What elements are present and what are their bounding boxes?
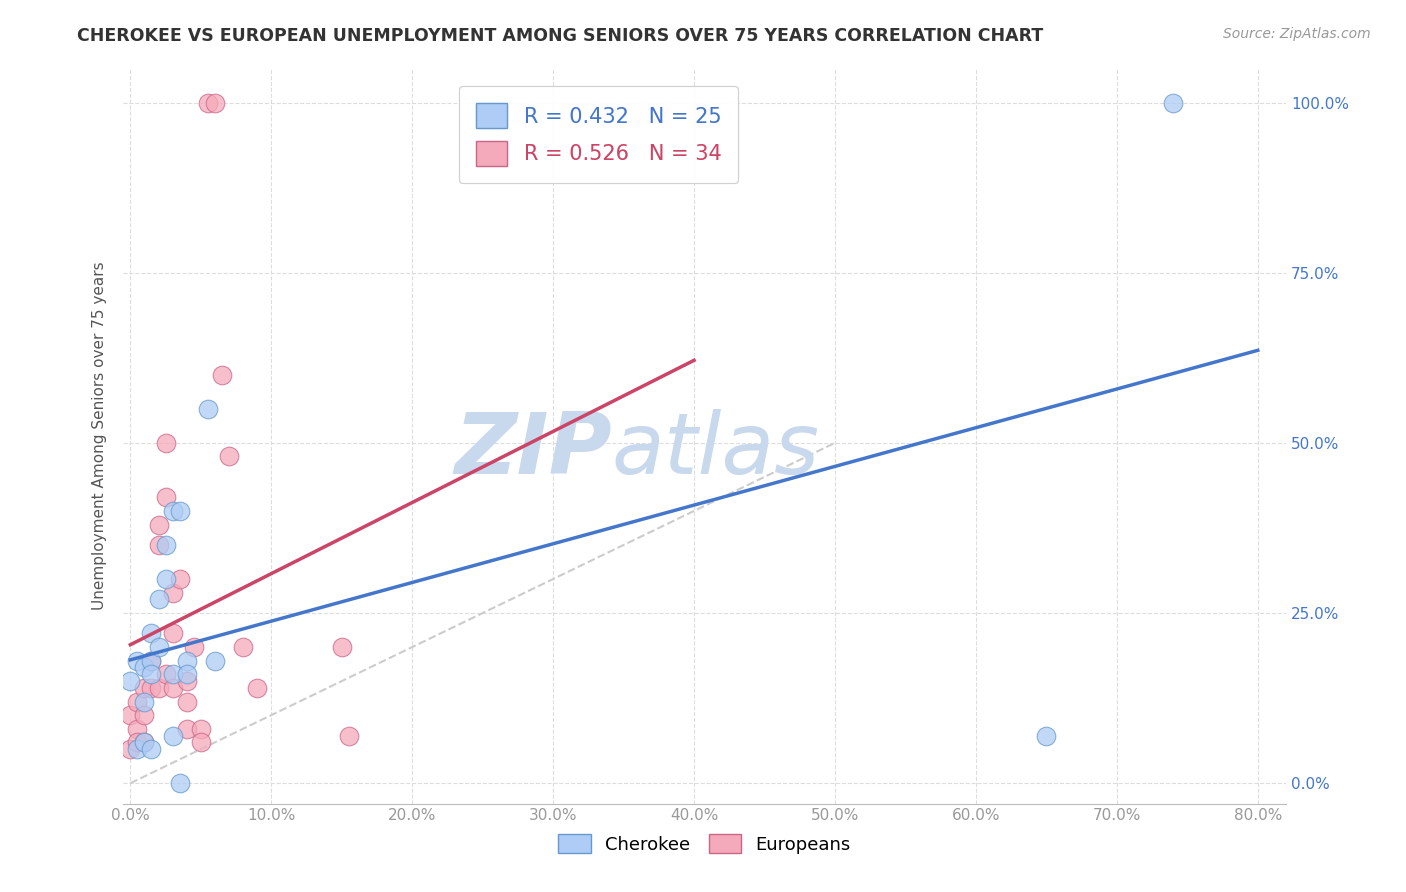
Point bbox=[183, 640, 205, 654]
Point bbox=[141, 742, 163, 756]
Point bbox=[127, 742, 149, 756]
Point bbox=[190, 722, 212, 736]
Point bbox=[134, 735, 156, 749]
Point bbox=[232, 640, 254, 654]
Point bbox=[330, 640, 353, 654]
Point bbox=[155, 491, 177, 505]
Point bbox=[197, 401, 219, 416]
Point bbox=[148, 640, 170, 654]
Point bbox=[190, 735, 212, 749]
Point bbox=[197, 95, 219, 110]
Point bbox=[176, 722, 198, 736]
Point bbox=[162, 681, 184, 695]
Point bbox=[176, 667, 198, 681]
Point bbox=[204, 654, 226, 668]
Point bbox=[1161, 95, 1184, 110]
Point bbox=[162, 504, 184, 518]
Point bbox=[155, 435, 177, 450]
Text: atlas: atlas bbox=[612, 409, 820, 492]
Point bbox=[141, 681, 163, 695]
Point bbox=[127, 654, 149, 668]
Point bbox=[337, 729, 360, 743]
Point bbox=[141, 667, 163, 681]
Point bbox=[134, 681, 156, 695]
Point bbox=[127, 735, 149, 749]
Point bbox=[169, 504, 191, 518]
Point bbox=[148, 517, 170, 532]
Point bbox=[1035, 729, 1057, 743]
Point bbox=[176, 654, 198, 668]
Point bbox=[127, 722, 149, 736]
Point bbox=[169, 572, 191, 586]
Point bbox=[127, 694, 149, 708]
Y-axis label: Unemployment Among Seniors over 75 years: Unemployment Among Seniors over 75 years bbox=[93, 261, 107, 610]
Text: CHEROKEE VS EUROPEAN UNEMPLOYMENT AMONG SENIORS OVER 75 YEARS CORRELATION CHART: CHEROKEE VS EUROPEAN UNEMPLOYMENT AMONG … bbox=[77, 27, 1043, 45]
Point bbox=[120, 674, 142, 689]
Point bbox=[141, 654, 163, 668]
Point bbox=[155, 572, 177, 586]
Point bbox=[246, 681, 269, 695]
Text: Source: ZipAtlas.com: Source: ZipAtlas.com bbox=[1223, 27, 1371, 41]
Point bbox=[155, 538, 177, 552]
Point bbox=[120, 708, 142, 723]
Point bbox=[148, 681, 170, 695]
Point bbox=[162, 626, 184, 640]
Point bbox=[134, 708, 156, 723]
Point bbox=[162, 585, 184, 599]
Point bbox=[134, 735, 156, 749]
Point bbox=[162, 729, 184, 743]
Point bbox=[169, 776, 191, 790]
Point bbox=[218, 450, 240, 464]
Point bbox=[120, 742, 142, 756]
Point bbox=[134, 694, 156, 708]
Point bbox=[162, 667, 184, 681]
Point bbox=[155, 667, 177, 681]
Point bbox=[141, 626, 163, 640]
Text: ZIP: ZIP bbox=[454, 409, 612, 492]
Point bbox=[141, 654, 163, 668]
Point bbox=[176, 674, 198, 689]
Point bbox=[148, 592, 170, 607]
Point bbox=[134, 660, 156, 674]
Point bbox=[148, 538, 170, 552]
Point bbox=[211, 368, 233, 382]
Point bbox=[204, 95, 226, 110]
Point bbox=[176, 694, 198, 708]
Legend: R = 0.432   N = 25, R = 0.526   N = 34: R = 0.432 N = 25, R = 0.526 N = 34 bbox=[460, 87, 738, 183]
